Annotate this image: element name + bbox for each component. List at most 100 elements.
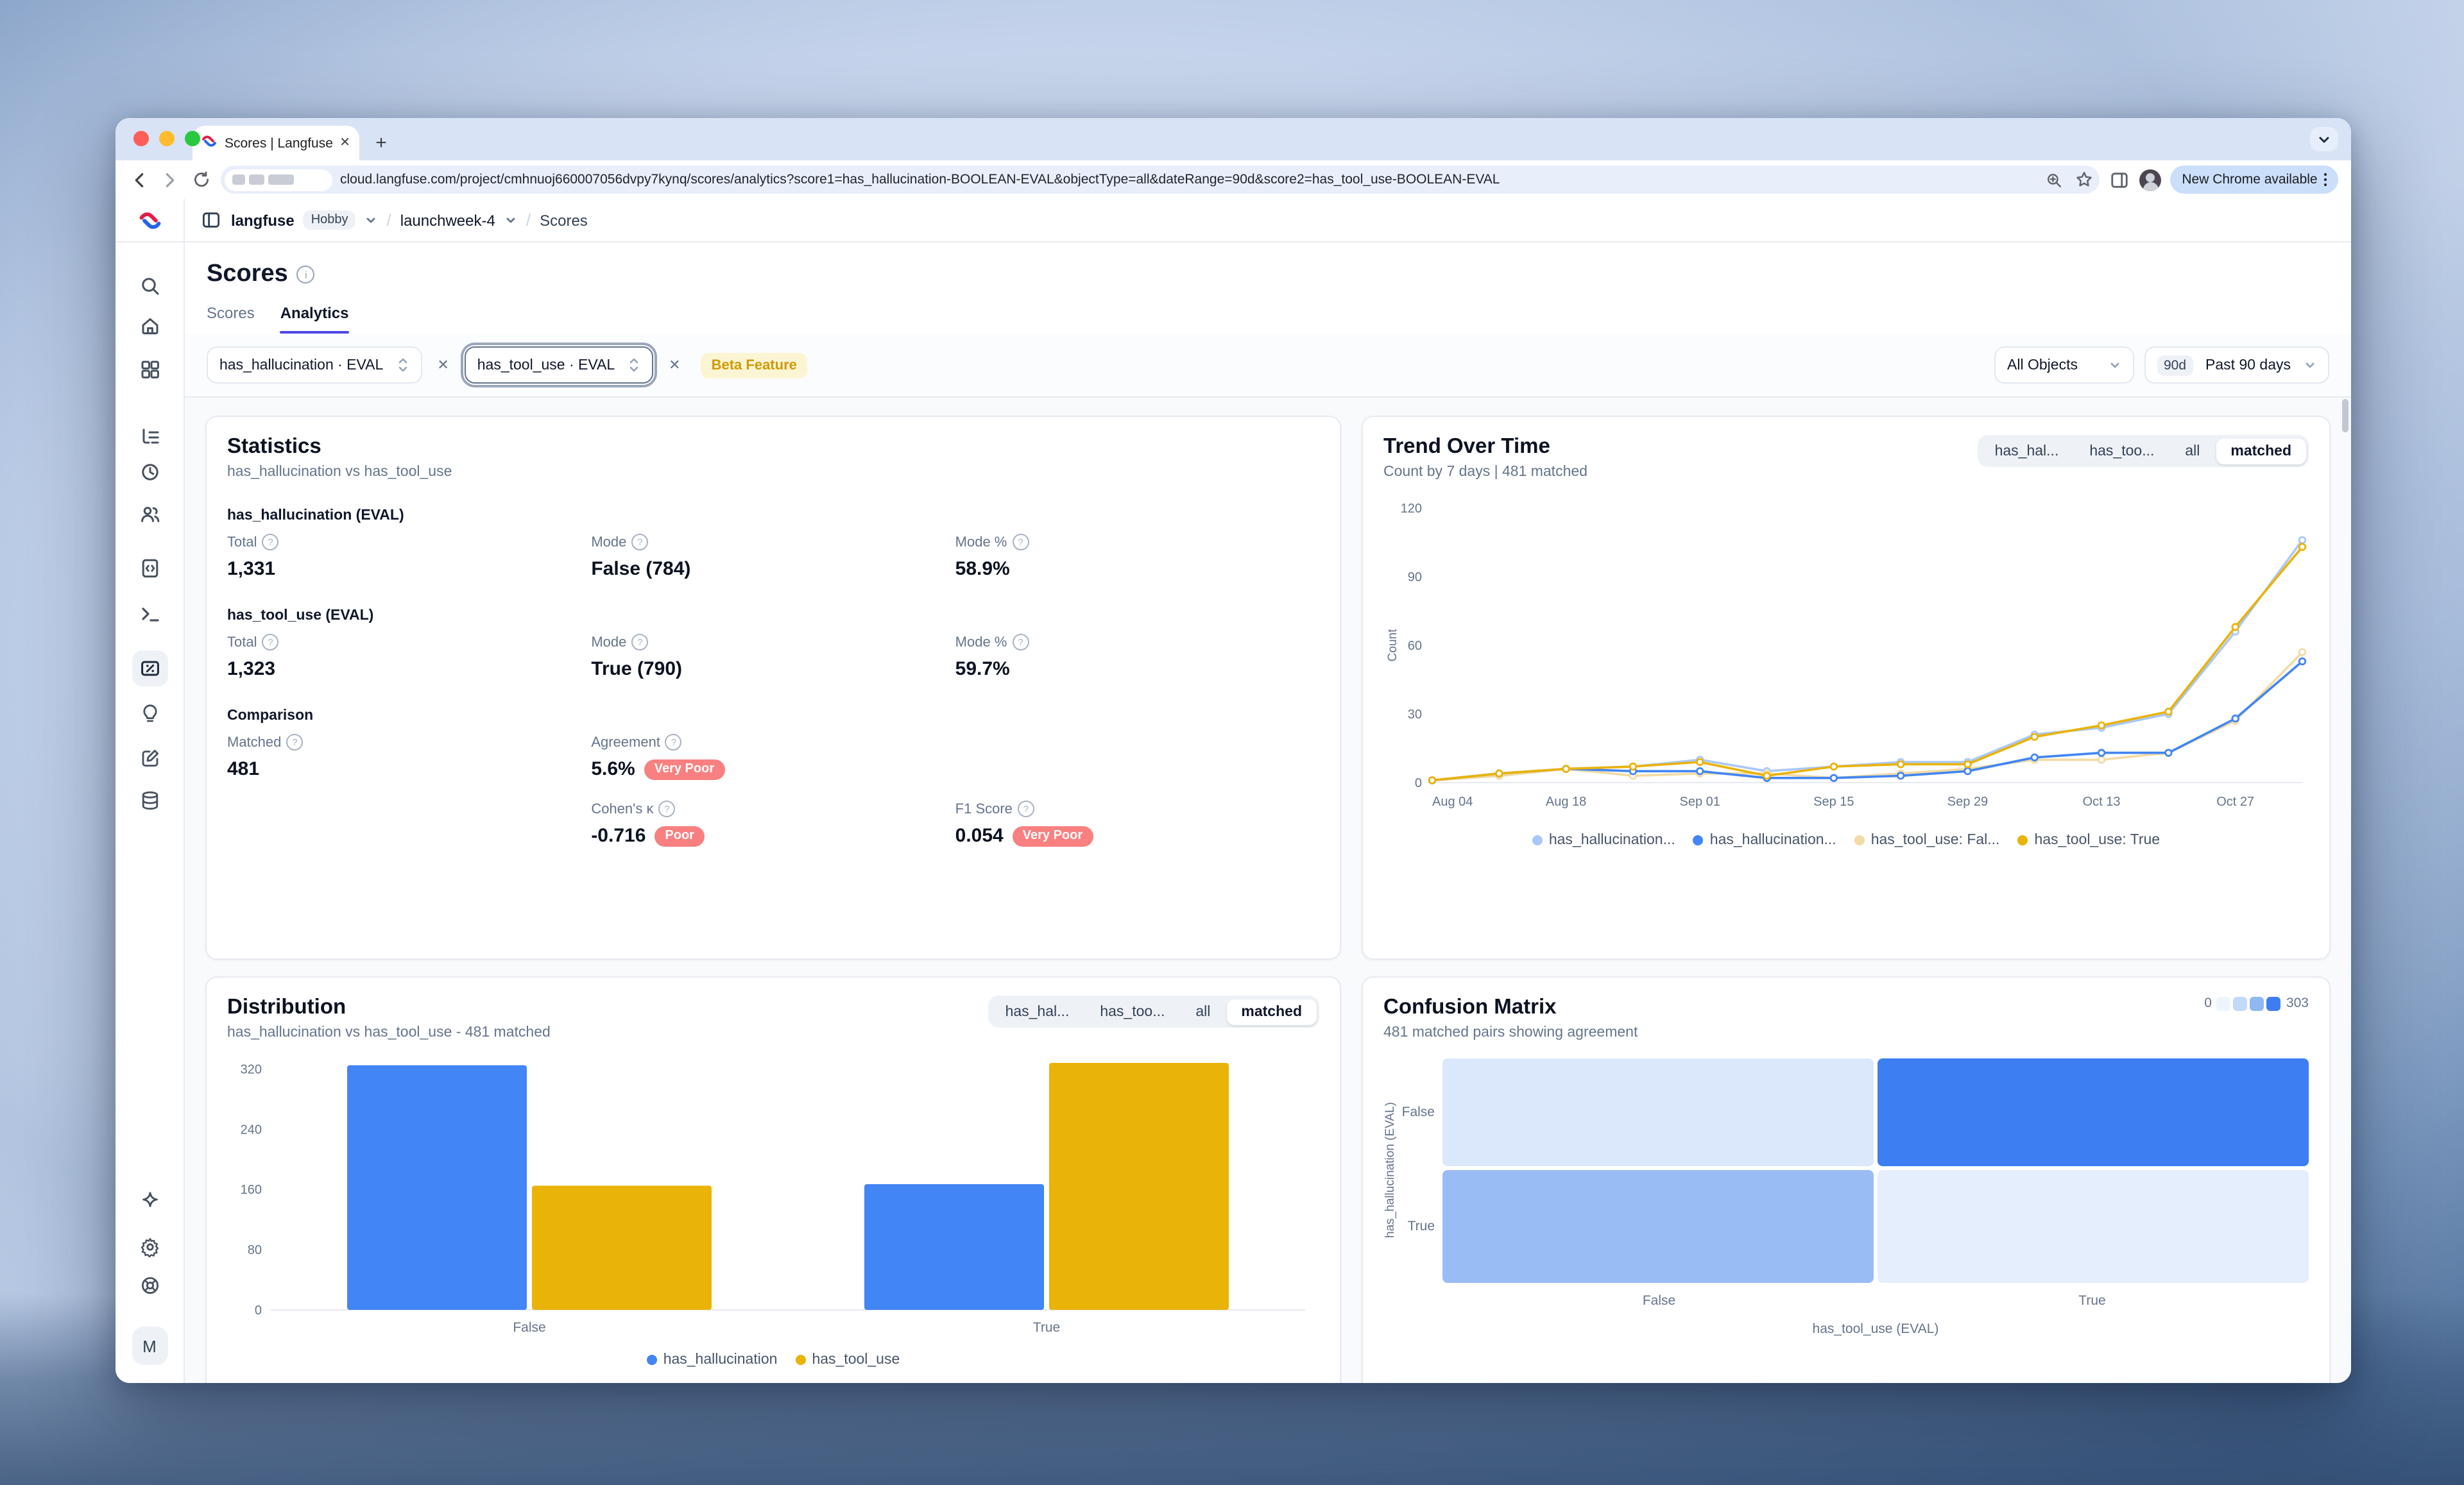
legend-item: has_hallucination...: [1532, 833, 1675, 848]
legend-item: has_hallucination: [646, 1352, 777, 1368]
tab-close-icon[interactable]: ✕: [339, 135, 350, 149]
project-name[interactable]: launchweek-4: [400, 211, 495, 229]
confusion-cell-True-False[interactable]: [1442, 1170, 1874, 1283]
browser-profile-avatar[interactable]: [2139, 169, 2162, 191]
langfuse-logo-icon[interactable]: [116, 199, 185, 241]
side-panel-icon[interactable]: [2109, 169, 2130, 191]
segment-all[interactable]: all: [2185, 443, 2200, 459]
date-range-select[interactable]: 90d Past 90 days: [2144, 346, 2329, 384]
tab-search-chevron-icon[interactable]: [2310, 127, 2338, 151]
search-icon[interactable]: [139, 276, 160, 296]
annotation-pen-icon[interactable]: [139, 748, 160, 768]
legend-item: has_hallucination...: [1693, 833, 1836, 848]
rating-badge: Very Poor: [644, 759, 725, 779]
score1-select[interactable]: has_hallucination · EVAL: [207, 346, 422, 384]
app-header: langfuse Hobby / launchweek-4 / Scores: [116, 199, 2351, 242]
segment-has-too-[interactable]: has_too...: [2089, 443, 2155, 459]
filter-bar: has_hallucination · EVAL ✕ has_tool_use …: [185, 334, 2351, 398]
back-icon[interactable]: [128, 169, 150, 191]
score2-remove-icon[interactable]: ✕: [669, 358, 681, 373]
scale-swatch: [2216, 996, 2231, 1010]
score1-remove-icon[interactable]: ✕: [437, 358, 449, 373]
segment-has-hal-[interactable]: has_hal...: [1994, 443, 2059, 459]
confusion-cell-False-False[interactable]: [1442, 1058, 1874, 1166]
maximize-window-button[interactable]: [185, 131, 200, 146]
breadcrumb-separator: /: [386, 210, 391, 230]
scrollbar-thumb[interactable]: [2342, 399, 2348, 432]
svg-text:True: True: [1033, 1320, 1060, 1335]
users-icon[interactable]: [139, 504, 160, 525]
confusion-col-label: True: [2078, 1293, 2106, 1309]
chevron-up-down-icon: [629, 358, 638, 372]
segment-all[interactable]: all: [1195, 1004, 1211, 1019]
help-icon[interactable]: ?: [631, 534, 649, 550]
segment-has-hal-[interactable]: has_hal...: [1005, 1004, 1070, 1019]
main-row: M Scores i Scores Analytics has_hallucin…: [116, 242, 2351, 1383]
url-bar[interactable]: cloud.langfuse.com/project/cmhnuoj660007…: [221, 165, 2100, 194]
user-avatar[interactable]: M: [132, 1327, 167, 1365]
help-icon[interactable]: ?: [631, 634, 649, 650]
prompts-icon[interactable]: [139, 558, 160, 579]
dashboards-icon[interactable]: [139, 359, 160, 380]
scores-icon[interactable]: [132, 650, 167, 686]
datasets-database-icon[interactable]: [139, 790, 160, 811]
svg-text:80: 80: [248, 1243, 262, 1257]
tracing-icon[interactable]: [139, 427, 160, 448]
settings-gear-icon[interactable]: [139, 1237, 160, 1257]
support-lifebuoy-icon[interactable]: [139, 1275, 160, 1296]
bookmark-star-icon[interactable]: [2073, 169, 2094, 191]
legend-dot-icon: [795, 1355, 806, 1365]
help-icon[interactable]: ?: [1017, 801, 1034, 817]
browser-tab[interactable]: Scores | Langfuse ✕: [193, 126, 359, 160]
segment-matched[interactable]: matched: [2216, 438, 2306, 464]
org-name[interactable]: langfuse: [231, 211, 295, 229]
page-info-icon[interactable]: i: [296, 266, 315, 284]
distribution-subtitle: has_hallucination vs has_tool_use - 481 …: [227, 1025, 551, 1040]
home-icon[interactable]: [139, 316, 160, 336]
help-icon[interactable]: ?: [1012, 634, 1029, 650]
close-window-button[interactable]: [133, 131, 149, 146]
browser-menu-icon[interactable]: [2323, 173, 2327, 186]
chevron-up-down-icon: [398, 358, 407, 372]
forward-icon[interactable]: [159, 169, 181, 191]
help-icon[interactable]: ?: [262, 634, 279, 650]
zoom-page-icon[interactable]: [2043, 169, 2065, 191]
tab-analytics[interactable]: Analytics: [280, 304, 350, 334]
sidebar-toggle-icon[interactable]: [200, 209, 222, 231]
score2-select[interactable]: has_tool_use · EVAL: [459, 342, 658, 388]
svg-text:Aug 18: Aug 18: [1546, 795, 1586, 809]
scale-swatch: [2266, 996, 2281, 1010]
minimize-window-button[interactable]: [159, 131, 175, 146]
chevron-down-icon: [2110, 362, 2119, 368]
playground-terminal-icon[interactable]: [139, 604, 160, 625]
confusion-row-label: True: [1407, 1219, 1435, 1234]
help-icon[interactable]: ?: [262, 534, 279, 550]
segment-matched[interactable]: matched: [1227, 999, 1316, 1024]
trend-subtitle: Count by 7 days | 481 matched: [1383, 464, 1587, 480]
org-chevron-icon[interactable]: [365, 214, 378, 226]
svg-text:Oct 13: Oct 13: [2083, 795, 2121, 809]
ai-sparkles-icon[interactable]: [139, 1191, 160, 1211]
help-icon[interactable]: ?: [665, 734, 682, 751]
sessions-clock-icon[interactable]: [139, 462, 160, 482]
confusion-cell-False-True[interactable]: [1878, 1058, 2309, 1166]
help-icon[interactable]: ?: [1012, 534, 1029, 550]
new-tab-button[interactable]: +: [375, 132, 387, 153]
tab-scores[interactable]: Scores: [207, 304, 255, 322]
project-chevron-icon[interactable]: [504, 214, 517, 226]
insights-lightbulb-icon[interactable]: [139, 703, 160, 724]
trend-view-segmented-control: has_hal... has_too... all matched: [1977, 435, 2309, 467]
segment-has-too-[interactable]: has_too...: [1100, 1004, 1165, 1019]
help-icon[interactable]: ?: [286, 734, 304, 751]
svg-text:Sep 15: Sep 15: [1813, 795, 1854, 809]
svg-text:160: 160: [241, 1183, 262, 1197]
metric-agreement: Agreement? 5.6% Very Poor: [591, 734, 955, 780]
beta-feature-badge: Beta Feature: [701, 352, 807, 378]
svg-text:30: 30: [1408, 708, 1422, 722]
confusion-cell-True-True[interactable]: [1878, 1170, 2309, 1283]
help-icon[interactable]: ?: [658, 801, 676, 817]
chrome-update-pill[interactable]: New Chrome available: [2170, 165, 2338, 194]
svg-text:320: 320: [241, 1062, 262, 1076]
object-filter-select[interactable]: All Objects: [1994, 346, 2134, 384]
reload-icon[interactable]: [190, 169, 212, 191]
